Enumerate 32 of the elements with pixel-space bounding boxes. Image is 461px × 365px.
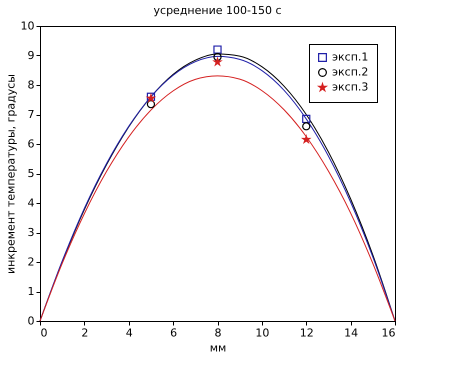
y-axis-title: инкремент температуры, градусы <box>4 74 18 274</box>
y-tick-label: 4 <box>28 196 34 210</box>
x-tick-label: 12 <box>300 326 314 340</box>
x-tick-label: 6 <box>170 326 178 340</box>
legend-label: эксп.1 <box>332 50 368 64</box>
point <box>213 45 222 54</box>
y-tick-label: 1 <box>28 285 34 298</box>
y-tick-label: 0 <box>28 314 34 328</box>
legend-label: эксп.2 <box>332 66 368 78</box>
y-tick-label: 10 <box>20 20 34 32</box>
x-axis-title: мм <box>210 342 226 354</box>
point <box>146 100 156 108</box>
y-tick-label: 7 <box>28 108 34 121</box>
point <box>302 114 310 124</box>
x-tick-label: 14 <box>344 326 358 340</box>
x-tick-label: 8 <box>214 326 222 340</box>
x-tick-label: 0 <box>40 326 48 340</box>
y-tick-label: 5 <box>28 167 34 180</box>
y-tick-label: 2 <box>28 256 34 268</box>
x-tick-label: 4 <box>126 326 133 340</box>
x-tick-label: 10 <box>255 326 270 340</box>
x-tick-label: 16 <box>382 326 396 340</box>
x-tick-label: 2 <box>81 326 88 340</box>
y-tick-label: 8 <box>28 78 34 92</box>
y-tick-label: 9 <box>28 49 34 62</box>
point <box>302 122 310 130</box>
y-tick-label: 3 <box>28 226 34 239</box>
point <box>302 135 310 144</box>
y-tick-label: 6 <box>28 138 34 150</box>
chart-title: усреднение 100-150 с <box>154 4 282 17</box>
legend-label: эксп.3 <box>332 80 368 94</box>
point <box>213 52 222 62</box>
